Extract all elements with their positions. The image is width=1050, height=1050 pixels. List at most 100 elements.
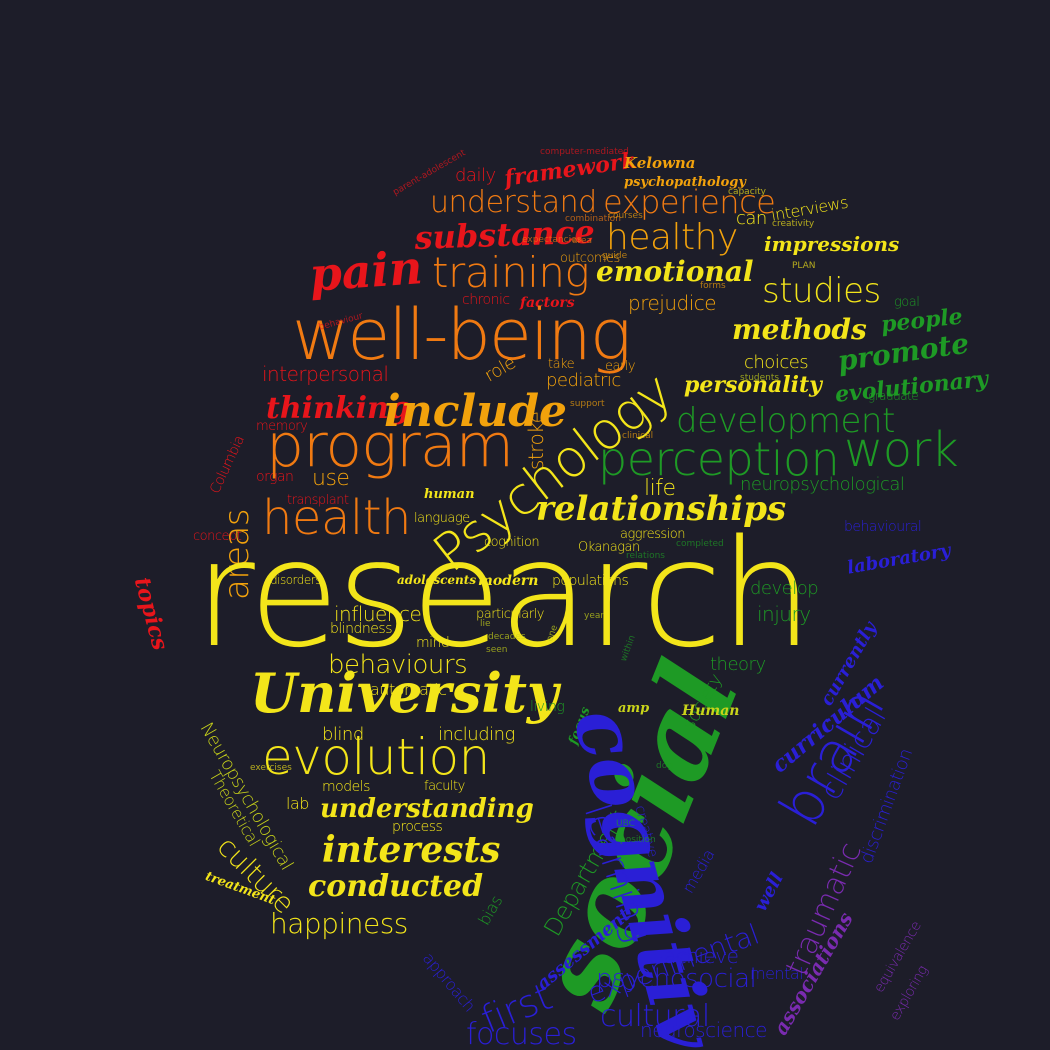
word-transplant: transplant bbox=[287, 493, 349, 508]
word-topics: topics bbox=[128, 574, 174, 654]
word-include: include bbox=[384, 386, 567, 437]
word-populations: populations bbox=[552, 573, 629, 589]
word-cognition: cognition bbox=[484, 535, 540, 550]
word-impressions: impressions bbox=[764, 232, 900, 256]
word-tiny-completed: completed bbox=[676, 539, 724, 549]
word-understanding: understanding bbox=[320, 794, 534, 824]
word-prejudice: prejudice bbox=[628, 291, 717, 315]
word-pain: pain bbox=[307, 240, 425, 302]
word-approach: approach bbox=[418, 948, 480, 1016]
word-goal: goal bbox=[894, 295, 920, 310]
word-behaviours: behaviours bbox=[328, 650, 468, 680]
word-tiny-dog: dog bbox=[656, 761, 673, 771]
word-particularly: particularly bbox=[476, 607, 544, 622]
word-memory: memory bbox=[256, 419, 308, 434]
word-tiny-combination: combination bbox=[565, 214, 621, 224]
word-outcomes: outcomes bbox=[560, 251, 620, 266]
word-neuroscience: neuroscience bbox=[640, 1018, 767, 1042]
word-understand: understand bbox=[430, 185, 597, 220]
word-tiny-courses: courses bbox=[608, 211, 643, 221]
word-behavioural: behavioural bbox=[844, 519, 922, 535]
word-including: including bbox=[438, 724, 515, 745]
word-tiny-area: area bbox=[572, 236, 593, 246]
word-injury: injury bbox=[757, 602, 811, 626]
word-tiny-year: year bbox=[584, 611, 605, 621]
word-focuses: focuses bbox=[466, 1017, 577, 1050]
word-laboratory: laboratory bbox=[845, 539, 953, 579]
word-work: work bbox=[844, 422, 959, 478]
word-conducted: conducted bbox=[308, 869, 484, 904]
word-adolescents: adolescents bbox=[397, 573, 477, 587]
word-happiness: happiness bbox=[270, 907, 408, 940]
word-psychopathology: psychopathology bbox=[624, 175, 746, 190]
word-healthy: healthy bbox=[606, 217, 738, 258]
word-program: program bbox=[266, 411, 514, 481]
word-factors: factors bbox=[520, 295, 575, 311]
word-relationships: relationships bbox=[536, 489, 787, 529]
word-pediatric: pediatric bbox=[546, 370, 621, 391]
word-tiny-lie: lie bbox=[480, 619, 491, 629]
word-aggression: aggression bbox=[620, 527, 685, 542]
word-human: human bbox=[424, 487, 475, 502]
word-mind: mind bbox=[416, 635, 450, 651]
word-early: early bbox=[605, 359, 636, 374]
word-concept: concept bbox=[193, 529, 242, 544]
word-experience: experience bbox=[603, 183, 776, 221]
word-faculty: faculty bbox=[424, 779, 465, 794]
word-chronic: chronic bbox=[462, 292, 510, 308]
word-interests: interests bbox=[322, 829, 501, 871]
word-human-2: Human bbox=[682, 703, 740, 719]
word-perception: perception bbox=[598, 432, 840, 486]
word-tiny-support: support bbox=[570, 399, 605, 409]
word-life: life bbox=[644, 476, 676, 501]
word-living: living bbox=[530, 699, 565, 715]
word-develop: develop bbox=[750, 578, 819, 599]
word-well: well bbox=[750, 869, 788, 915]
word-tiny-seen: seen bbox=[486, 645, 508, 655]
word-tiny-capacity: capacity bbox=[728, 187, 766, 197]
word-blind: blind bbox=[322, 724, 364, 745]
word-disorders: disorders bbox=[270, 573, 321, 587]
word-modern: modern bbox=[478, 573, 539, 589]
word-tiny-ubc: UBC bbox=[616, 819, 635, 829]
word-methods: methods bbox=[732, 313, 867, 346]
word-personality: personality bbox=[684, 372, 822, 398]
word-models: models bbox=[322, 779, 370, 795]
word-training: training bbox=[432, 248, 590, 297]
word-influence: influence bbox=[334, 602, 422, 626]
word-amp: amp bbox=[618, 701, 650, 716]
word-graduate: graduate bbox=[868, 389, 919, 403]
word-interpersonal: interpersonal bbox=[262, 362, 389, 386]
word-take: take bbox=[548, 357, 575, 372]
word-lab: lab bbox=[286, 794, 309, 813]
word-daily: daily bbox=[455, 165, 496, 186]
word-tiny-1: computer-mediated bbox=[540, 147, 629, 157]
word-language: language bbox=[414, 511, 470, 526]
word-tiny-creativity: creativity bbox=[772, 219, 815, 229]
word-tiny-students: students bbox=[740, 373, 780, 383]
word-well-being: well-being bbox=[292, 294, 632, 376]
word-process: process bbox=[392, 819, 443, 835]
word-studies: studies bbox=[762, 271, 881, 311]
word-kelowna: Kelowna bbox=[624, 154, 696, 172]
word-university: University bbox=[250, 661, 559, 725]
word-evolution: evolution bbox=[262, 728, 490, 786]
word-columbia: Columbia bbox=[207, 433, 248, 497]
word-okanagan: Okanagan bbox=[578, 540, 640, 555]
word-organ: organ bbox=[256, 469, 294, 485]
word-psychosocial: psychosocial bbox=[596, 964, 757, 994]
word-theory: theory bbox=[710, 654, 766, 675]
word-tiny-guide: guide bbox=[602, 251, 628, 261]
word-thinking: thinking bbox=[266, 391, 410, 426]
word-cultural: cultural bbox=[600, 999, 710, 1034]
word-tiny-exercises: exercises bbox=[250, 763, 292, 773]
word-automatic: automatic bbox=[370, 680, 447, 699]
word-tiny-decades: decades bbox=[488, 632, 526, 642]
word-achieve: achieve bbox=[664, 944, 739, 968]
word-tiny-relations: relations bbox=[626, 551, 665, 561]
word-blindness: blindness bbox=[330, 621, 393, 637]
word-use: use bbox=[312, 466, 350, 491]
word-research: research bbox=[194, 508, 813, 680]
word-health: health bbox=[262, 490, 411, 546]
